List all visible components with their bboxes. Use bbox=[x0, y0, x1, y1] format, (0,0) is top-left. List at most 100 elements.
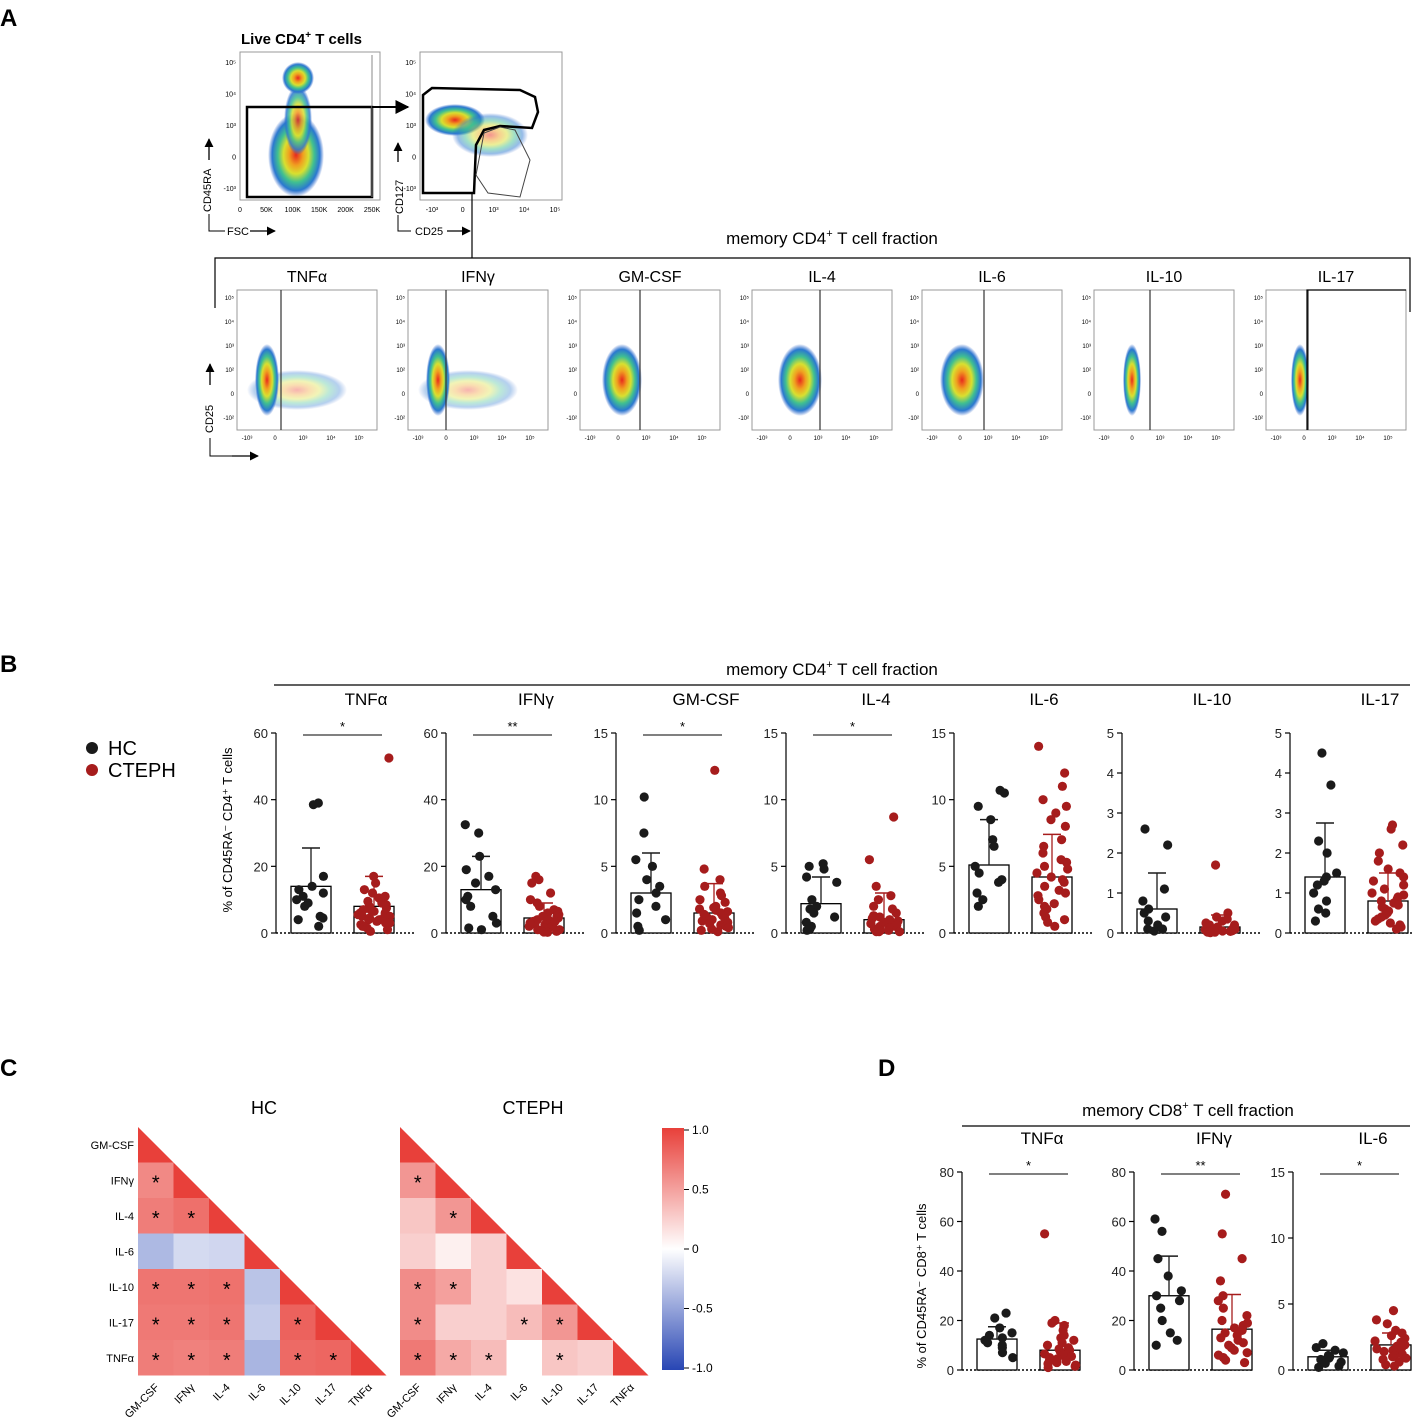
column-label: IFNγ bbox=[172, 1381, 197, 1406]
data-point-hc bbox=[293, 915, 303, 925]
y-tick-label: 10⁴ bbox=[568, 319, 578, 326]
subplot-1: IFNγ 0 20 40 60 80 ** bbox=[1112, 1129, 1254, 1378]
population-density bbox=[778, 344, 822, 416]
subplot-1: IFNγ 0 20 40 60 ** bbox=[424, 690, 586, 941]
data-point-hc bbox=[631, 855, 641, 865]
x-tick-label: 10⁴ bbox=[326, 435, 336, 442]
y-tick-label: 0 bbox=[746, 392, 750, 398]
y-tick-label: -10² bbox=[394, 416, 405, 422]
data-point-cteph bbox=[1052, 1357, 1062, 1368]
data-point-cteph bbox=[1217, 926, 1228, 936]
data-point-hc bbox=[639, 792, 649, 802]
axis-label-cd127: CD127 bbox=[394, 180, 406, 214]
data-point-cteph bbox=[1060, 821, 1070, 831]
row-label: IFNγ bbox=[111, 1175, 135, 1187]
data-point-cteph bbox=[1383, 864, 1393, 874]
subplot-title: IL-4 bbox=[861, 690, 890, 709]
y-tick-label: 20 bbox=[254, 859, 268, 874]
x-tick-label: 250K bbox=[364, 207, 381, 214]
heatmap-cell bbox=[280, 1304, 316, 1340]
y-tick-label: -10² bbox=[223, 416, 234, 422]
data-point-hc bbox=[634, 925, 644, 935]
x-tick-label: -10³ bbox=[1099, 436, 1110, 442]
colorbar-tick-label: -0.5 bbox=[692, 1302, 713, 1316]
y-tick-label: 0 bbox=[231, 392, 235, 398]
y-tick-label: 0 bbox=[1107, 926, 1114, 941]
significance-label: * bbox=[340, 719, 345, 734]
heatmap-cell bbox=[315, 1340, 351, 1376]
data-point-cteph bbox=[1043, 917, 1053, 927]
data-point-cteph bbox=[883, 925, 894, 935]
y-tick-label: 10³ bbox=[1082, 344, 1091, 350]
y-tick-label: 10² bbox=[568, 368, 577, 374]
x-tick-label: 10⁵ bbox=[550, 207, 561, 214]
heatmap-cell bbox=[542, 1304, 578, 1340]
heatmap-cell bbox=[173, 1304, 209, 1340]
column-label: IL-10 bbox=[278, 1382, 304, 1408]
data-point-cteph bbox=[1382, 1319, 1392, 1329]
data-point-hc bbox=[809, 908, 819, 918]
data-point-cteph bbox=[534, 875, 544, 885]
significance-star: * bbox=[294, 1314, 302, 1336]
subplot-2: IL-6 0 5 10 15 * bbox=[1271, 1129, 1413, 1378]
data-point-hc bbox=[318, 871, 329, 881]
data-point-cteph bbox=[1059, 915, 1070, 925]
x-tick-label: 0 bbox=[616, 436, 620, 442]
data-point-cteph bbox=[525, 895, 536, 905]
data-point-cteph bbox=[723, 923, 734, 933]
gate-treg-excluded bbox=[421, 86, 540, 195]
data-point-cteph bbox=[1043, 1362, 1053, 1373]
heatmap-cell bbox=[471, 1233, 507, 1269]
cytokine-flow-plots: TNFα 10⁵ 10⁴ 10³ 10² 0 -10² -10³ 0 10³ 10⁴ 10⁵ IFNγ 1… bbox=[223, 269, 1407, 442]
data-point-hc bbox=[1318, 1339, 1328, 1349]
legend-marker-cteph bbox=[86, 764, 98, 776]
y-tick-label: 10⁵ bbox=[225, 60, 236, 67]
axis-label-cd25-row: CD25 bbox=[204, 405, 216, 433]
data-point-hc bbox=[461, 895, 471, 905]
data-point-cteph bbox=[699, 864, 709, 874]
data-point-cteph bbox=[1205, 928, 1215, 938]
flow-plot-0: TNFα 10⁵ 10⁴ 10³ 10² 0 -10² -10³ 0 10³ 10⁴ 10⁵ bbox=[223, 269, 378, 442]
data-point-hc bbox=[1309, 888, 1319, 898]
significance-star: * bbox=[449, 1208, 457, 1230]
y-tick-label: 60 bbox=[1112, 1215, 1126, 1230]
y-tick-label: 15 bbox=[764, 726, 778, 741]
panel-label-b: B bbox=[0, 651, 17, 678]
x-tick-label: 0 bbox=[461, 207, 465, 214]
significance-star: * bbox=[329, 1350, 337, 1372]
heatmap-cell bbox=[280, 1340, 316, 1376]
y-tick-label: 0 bbox=[431, 926, 438, 941]
data-point-hc bbox=[1157, 1226, 1167, 1236]
legend-label-hc: HC bbox=[108, 738, 137, 760]
y-tick-label: 20 bbox=[424, 859, 438, 874]
data-point-cteph bbox=[1385, 918, 1395, 928]
data-point-cteph bbox=[363, 915, 374, 925]
data-point-hc bbox=[819, 864, 829, 874]
heatmap-cell bbox=[173, 1340, 209, 1376]
plot-frame bbox=[579, 289, 721, 431]
data-point-cteph bbox=[1051, 808, 1061, 818]
data-point-hc bbox=[804, 861, 814, 871]
x-tick-label: -10³ bbox=[757, 436, 768, 442]
heatmap-cell bbox=[209, 1269, 245, 1305]
significance-label: ** bbox=[507, 719, 517, 734]
heatmap-cell bbox=[400, 1198, 436, 1234]
x-tick-label: 150K bbox=[311, 207, 328, 214]
data-point-cteph bbox=[1070, 1361, 1080, 1371]
y-tick-label: 10⁵ bbox=[225, 295, 235, 302]
heatmap-cell bbox=[435, 1304, 471, 1340]
significance-star: * bbox=[294, 1350, 302, 1372]
x-tick-label: 10⁵ bbox=[1039, 435, 1049, 442]
row-label: GM-CSF bbox=[91, 1140, 135, 1152]
y-tick-label: 5 bbox=[601, 859, 608, 874]
y-tick-label: 0 bbox=[916, 392, 920, 398]
heatmap-cell bbox=[138, 1269, 174, 1305]
y-tick-label: 15 bbox=[594, 726, 608, 741]
heatmap-row-labels: GM-CSF IFNγ IL-4 IL-6 IL-10 IL-17 TNFα bbox=[91, 1140, 135, 1365]
data-point-cteph bbox=[1374, 848, 1384, 858]
data-point-cteph bbox=[1381, 1360, 1391, 1370]
data-point-hc bbox=[1334, 1361, 1344, 1371]
data-point-hc bbox=[1143, 916, 1153, 926]
subplot-5: IL-10 0 1 2 3 4 5 bbox=[1107, 690, 1262, 941]
flow-plot-5: IL-10 10⁵ 10⁴ 10³ 10² 0 -10² -10³ 0 10³ 10⁴ 10⁵ bbox=[1080, 269, 1235, 442]
